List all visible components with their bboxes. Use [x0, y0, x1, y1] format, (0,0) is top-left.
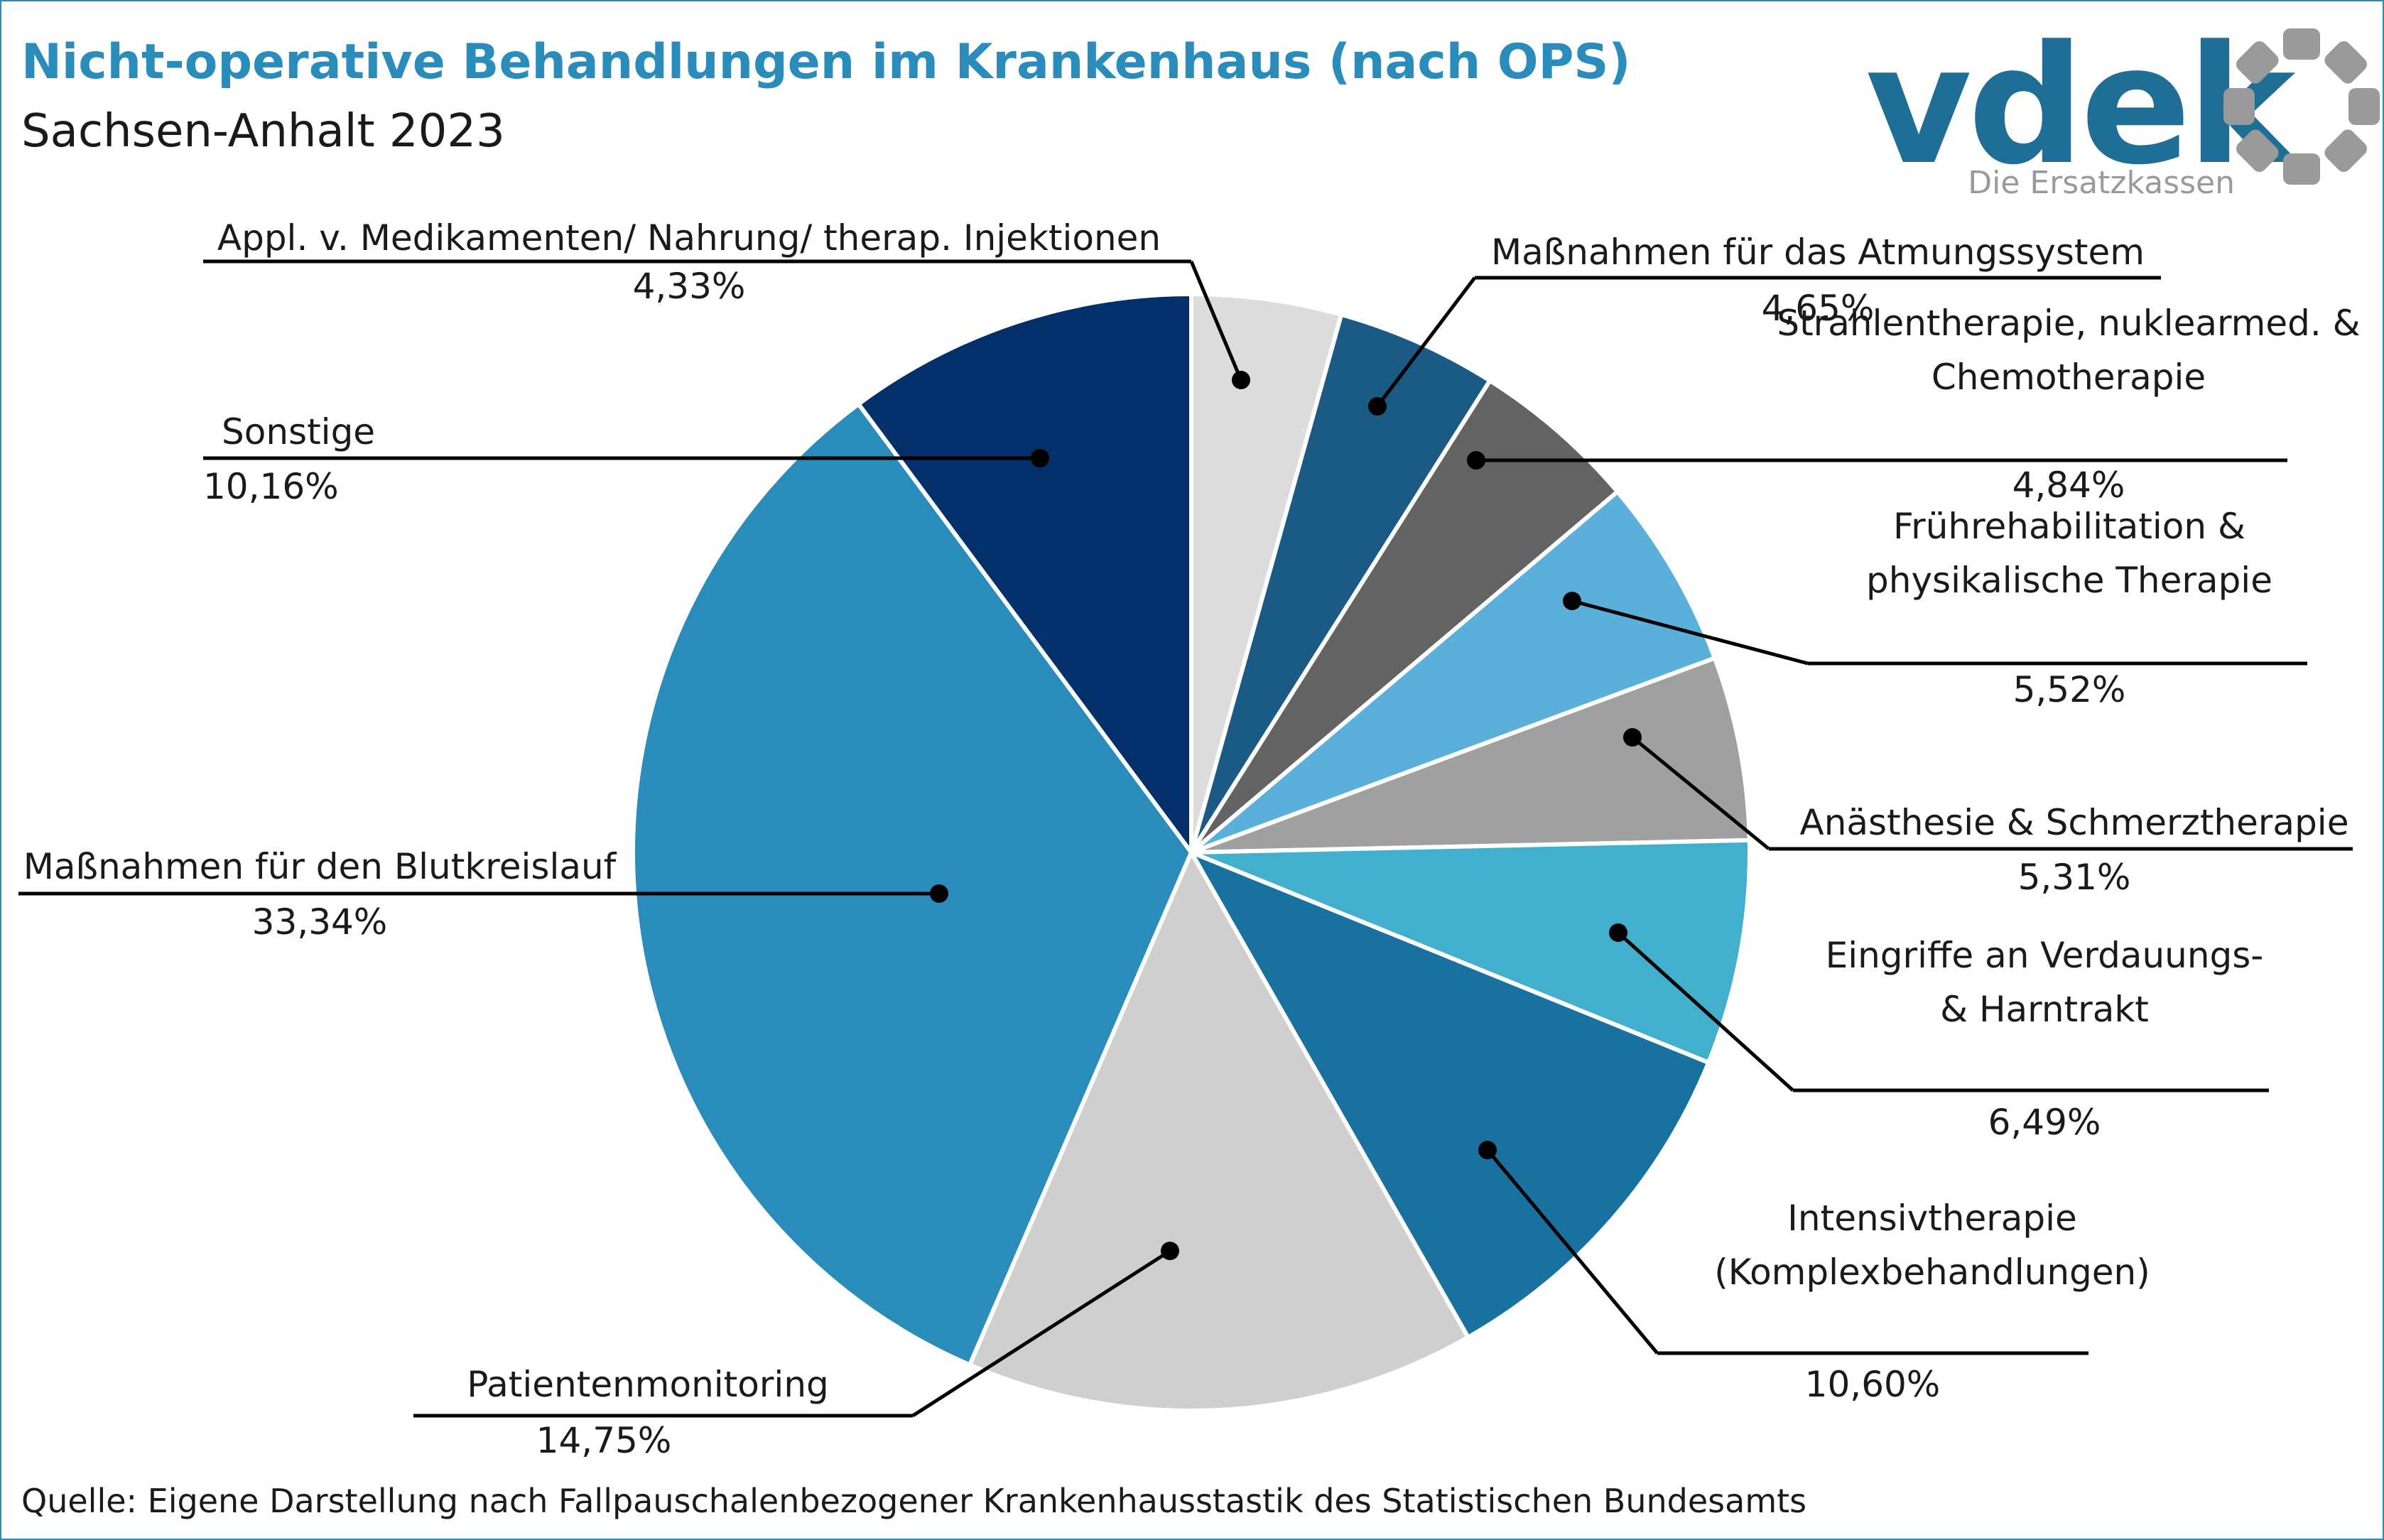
slice-label: Chemotherapie — [1931, 357, 2206, 398]
logo-ring-segment — [2283, 28, 2320, 60]
pie-slice — [1189, 378, 1620, 855]
chart-title: Nicht-operative Behandlungen im Krankenh… — [21, 34, 1631, 90]
logo-ring-segment — [2324, 129, 2367, 172]
leader-lines — [18, 259, 2353, 1418]
logo-ring-segment — [2283, 153, 2320, 185]
leader-line — [1486, 1149, 1659, 1355]
leader-dot — [1368, 397, 1387, 416]
slice-value-label: 4,33% — [633, 266, 746, 307]
slice-label: Strahlentherapie, nuklearmed. & — [1777, 303, 2360, 344]
leader-dot — [1161, 1242, 1179, 1260]
logo-ring-segment — [2348, 88, 2380, 125]
leader-dot — [1623, 728, 1642, 747]
pie-slice — [631, 401, 1193, 1367]
slice-value-label: 14,75% — [536, 1420, 672, 1461]
slice-value-label: 10,16% — [203, 466, 339, 507]
pie-slice — [1189, 837, 1752, 1065]
pie-slices — [631, 292, 1752, 1413]
leader-line — [1571, 599, 1809, 666]
logo-ring-segment — [2324, 41, 2367, 84]
leader-line — [1376, 276, 1476, 408]
slice-label: & Harntrakt — [1940, 989, 2149, 1030]
leader-dot — [1232, 371, 1250, 389]
slice-value-label: 5,52% — [2013, 669, 2126, 710]
leader-line — [1189, 261, 1243, 381]
leader-dot — [1031, 449, 1049, 467]
logo-tagline: Die Ersatzkassen — [1968, 165, 2235, 201]
pie-slice — [968, 850, 1470, 1413]
slice-value-label: 33,34% — [252, 901, 388, 943]
leader-dot — [1563, 592, 1581, 610]
logo-ring-segment — [2223, 88, 2255, 125]
slice-value-label: 4,65% — [1762, 288, 1875, 329]
slice-label: Eingriffe an Verdauungs- — [1826, 935, 2264, 976]
logo-ring-segment — [2236, 129, 2279, 172]
logo-ring-segment — [2236, 41, 2279, 84]
chart-subtitle: Sachsen-Anhalt 2023 — [21, 105, 505, 158]
logo-ring-icon — [2223, 28, 2380, 185]
source-note: Quelle: Eigene Darstellung nach Fallpaus… — [21, 1482, 1807, 1520]
leader-dot — [1609, 923, 1627, 942]
slice-label: Maßnahmen für das Atmungssystem — [1491, 232, 2145, 273]
slice-labels: Appl. v. Medikamenten/ Nahrung/ therap. … — [23, 217, 2361, 1461]
slice-label: Maßnahmen für den Blutkreislauf — [23, 846, 617, 887]
leader-line — [1631, 736, 1770, 850]
slice-value-label: 5,31% — [2018, 857, 2131, 898]
pie-slice — [1189, 489, 1717, 855]
slice-label: (Komplexbehandlungen) — [1714, 1252, 2150, 1293]
pie-slice — [1189, 312, 1492, 855]
slice-label: Patientenmonitoring — [467, 1364, 829, 1405]
slice-value-label: 4,84% — [2012, 465, 2125, 506]
slice-value-label: 6,49% — [1988, 1102, 2101, 1143]
leader-line — [911, 1249, 1171, 1418]
leader-dot — [930, 884, 948, 903]
slice-label: Frührehabilitation & — [1893, 506, 2245, 547]
slice-label: Anästhesie & Schmerztherapie — [1800, 802, 2349, 843]
slice-label: physikalische Therapie — [1866, 560, 2272, 601]
slice-value-label: 10,60% — [1805, 1364, 1941, 1405]
pie-slice — [1189, 850, 1711, 1340]
pie-slice — [1189, 656, 1752, 855]
pie-slice — [856, 292, 1193, 855]
slice-label: Intensivtherapie — [1787, 1198, 2077, 1239]
leader-line — [1617, 931, 1794, 1092]
slice-label: Sonstige — [222, 411, 375, 452]
leader-dot — [1467, 451, 1485, 470]
vdek-logo: vdek Die Ersatzkassen — [1865, 11, 2380, 201]
slice-label: Appl. v. Medikamenten/ Nahrung/ therap. … — [217, 217, 1161, 259]
leader-dot — [1478, 1141, 1497, 1159]
